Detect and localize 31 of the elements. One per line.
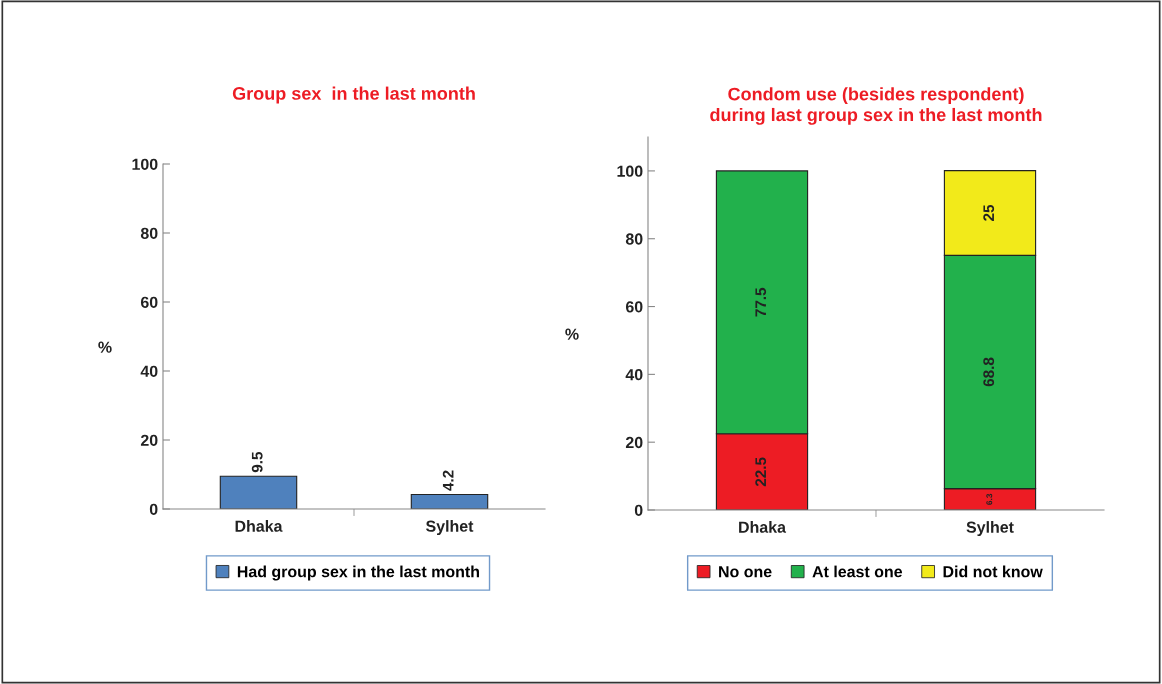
y-tick-label: 20 bbox=[140, 434, 158, 446]
y-tick-label: 100 bbox=[617, 165, 643, 177]
legend-label: Did not know bbox=[943, 565, 1043, 578]
x-tick-label: Dhaka bbox=[235, 520, 283, 532]
data-label: 25 bbox=[983, 204, 995, 221]
data-label: 68.8 bbox=[983, 357, 995, 387]
y-tick-label: 0 bbox=[634, 504, 643, 516]
chart-title: Condom use (besides respondent) during last group sex in the last month bbox=[710, 87, 1042, 125]
x-tick-label: Dhaka bbox=[739, 521, 787, 533]
legend-label: Had group sex in the last month bbox=[237, 565, 479, 581]
x-tick-label: Sylhet bbox=[966, 521, 1014, 536]
x-tick-label: Sylhet bbox=[425, 520, 474, 535]
data-label: 4.2 bbox=[442, 470, 454, 491]
chart-title: Group sex in the last month bbox=[232, 86, 475, 104]
data-label: 9.5 bbox=[251, 451, 263, 473]
y-tick-label: 60 bbox=[625, 301, 643, 313]
y-axis-title: % bbox=[98, 341, 112, 353]
y-tick-label: 60 bbox=[140, 296, 158, 308]
y-tick-label: 20 bbox=[625, 436, 643, 449]
y-tick-label: 0 bbox=[149, 503, 158, 515]
data-label: 22.5 bbox=[755, 457, 767, 487]
data-label: 77.5 bbox=[755, 287, 767, 317]
legend-label: At least one bbox=[812, 565, 903, 578]
y-tick-label: 40 bbox=[625, 369, 643, 381]
legend-label: No one bbox=[719, 566, 772, 578]
y-tick-label: 80 bbox=[625, 233, 643, 245]
y-tick-label: 80 bbox=[140, 227, 158, 239]
y-tick-label: 100 bbox=[132, 158, 158, 170]
y-tick-label: 40 bbox=[140, 365, 158, 377]
data-label: 6.3 bbox=[986, 493, 993, 505]
y-axis-title: % bbox=[565, 328, 579, 340]
